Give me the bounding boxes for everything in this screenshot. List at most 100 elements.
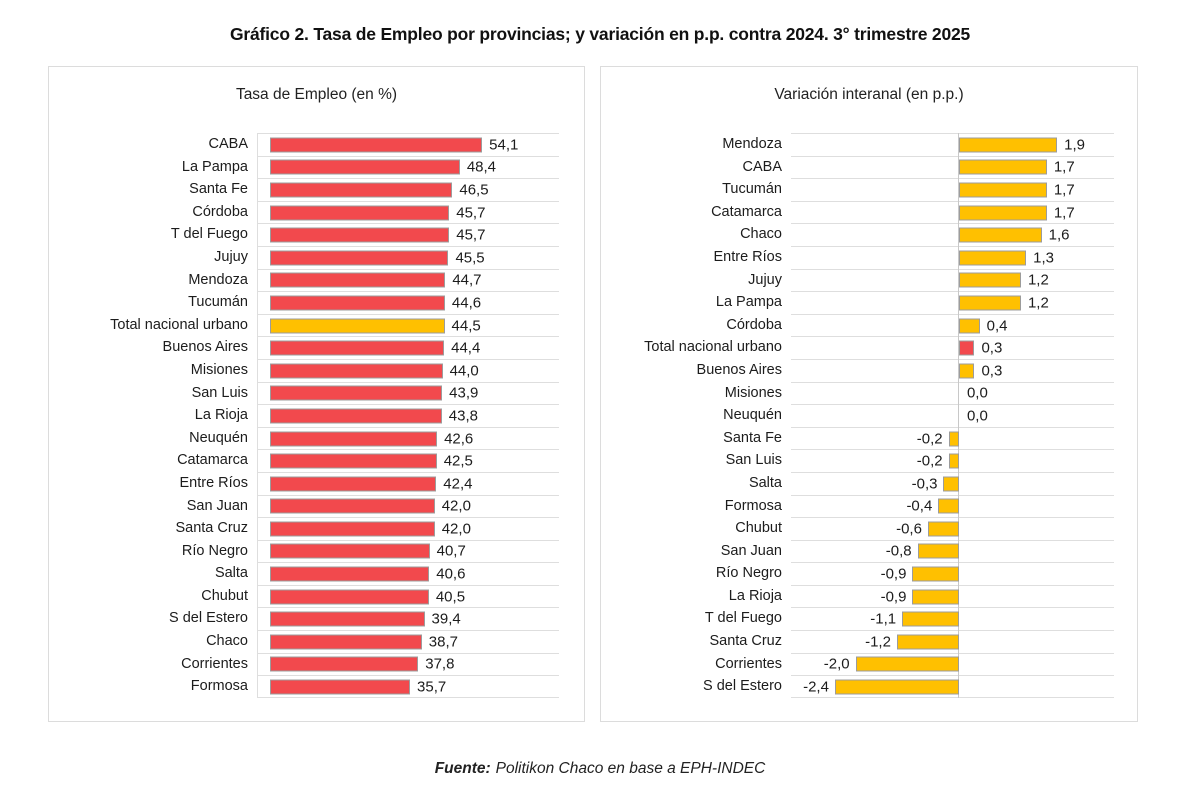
bar-positive: [958, 205, 1047, 221]
plot-cell: 42,0: [257, 517, 559, 540]
value-label: 43,9: [449, 384, 479, 402]
chart-row: Entre Ríos 42,4: [49, 471, 584, 495]
bar-positive: [958, 182, 1047, 198]
chart-row: Neuquén 0,0: [601, 404, 1137, 428]
value-label: 1,3: [1033, 249, 1054, 267]
bar-negative: [948, 431, 959, 447]
plot-cell: -0,6: [791, 517, 1114, 541]
plot-cell: -1,1: [791, 607, 1114, 632]
plot-cell: 45,5: [257, 245, 559, 269]
plot-cell: 0,0: [791, 381, 1114, 406]
chart-row: Mendoza 1,9: [601, 133, 1137, 157]
bar-positive: [270, 159, 460, 175]
value-label: 40,5: [435, 588, 466, 606]
bar-positive: [270, 679, 411, 695]
plot-cell: -0,4: [791, 494, 1114, 519]
category-label: La Pampa: [181, 158, 248, 175]
zero-axis-line: [958, 517, 960, 541]
bar-positive: [270, 250, 449, 266]
category-label: Neuquén: [723, 407, 782, 424]
category-label: Formosa: [724, 497, 782, 514]
chart-row: La Rioja -0,9: [601, 584, 1137, 609]
value-label: 42,0: [441, 497, 471, 515]
plot-cell: 44,4: [257, 336, 559, 359]
plot-cell: 45,7: [257, 223, 559, 246]
plot-cell: 1,2: [791, 268, 1114, 293]
plot-cell: 44,7: [257, 268, 559, 292]
category-label: Formosa: [190, 678, 248, 695]
category-label: S del Estero: [703, 678, 782, 695]
category-label: San Luis: [725, 452, 782, 469]
zero-axis-line: [958, 630, 960, 654]
chart-row: S del Estero -2,4: [601, 675, 1137, 698]
chart-row: T del Fuego -1,1: [601, 607, 1137, 632]
bar-negative: [912, 566, 959, 582]
plot-cell: 38,7: [257, 630, 559, 653]
value-label: 54,1: [489, 136, 519, 154]
value-label: 1,9: [1064, 136, 1085, 154]
bar-positive: [958, 227, 1042, 243]
employment-rate-chart: CABA 54,1 La Pampa 48,4 Santa Fe 46,5 Córdoba 4…: [49, 133, 584, 698]
bar-positive: [270, 137, 483, 153]
category-label: Total nacional urbano: [644, 339, 782, 356]
chart-row: Misiones 44,0: [49, 358, 584, 382]
value-label: 35,7: [417, 678, 447, 696]
value-label: -2,0: [823, 655, 850, 673]
bar-positive: [270, 611, 425, 627]
bar-positive: [270, 521, 435, 537]
bar-positive: [270, 318, 445, 334]
chart-row: CABA 54,1: [49, 133, 584, 156]
value-label: 38,7: [428, 633, 458, 651]
category-label: Misiones: [724, 384, 782, 401]
plot-cell: 44,5: [257, 313, 559, 337]
plot-cell: 46,5: [257, 178, 559, 201]
category-label: Río Negro: [715, 565, 782, 582]
zero-axis-line: [958, 652, 960, 677]
plot-cell: 1,3: [791, 245, 1114, 270]
bar-negative: [902, 611, 959, 627]
bar-positive: [270, 656, 419, 672]
bar-positive: [958, 137, 1058, 153]
value-label: 40,6: [436, 565, 466, 583]
chart-row: Salta -0,3: [601, 471, 1137, 496]
bar-positive: [270, 498, 435, 514]
plot-cell: 1,7: [791, 178, 1114, 202]
plot-cell: 45,7: [257, 200, 559, 224]
chart-row: Total nacional urbano 0,3: [601, 336, 1137, 360]
bar-negative: [896, 634, 959, 650]
chart-row: Chubut -0,6: [601, 517, 1137, 541]
bar-positive: [270, 385, 443, 401]
plot-cell: 54,1: [257, 133, 559, 156]
value-label: 43,8: [448, 407, 478, 425]
bar-negative: [917, 543, 959, 559]
chart-row: Buenos Aires 0,3: [601, 358, 1137, 383]
chart-row: Santa Cruz -1,2: [601, 630, 1137, 654]
bar-positive: [270, 589, 429, 605]
plot-cell: -0,2: [791, 426, 1114, 451]
plot-cell: 1,6: [791, 223, 1114, 247]
yoy-variation-chart-title: Variación interanal (en p.p.): [774, 86, 964, 103]
plot-cell: 44,0: [257, 358, 559, 382]
value-label: -0,9: [880, 565, 907, 583]
value-label: 42,6: [444, 430, 474, 448]
value-label: 48,4: [466, 158, 497, 176]
plot-cell: 42,5: [257, 449, 559, 472]
chart-row: San Luis 43,9: [49, 381, 584, 405]
zero-axis-line: [958, 404, 960, 428]
plot-cell: -0,3: [791, 471, 1114, 496]
bar-negative: [912, 589, 959, 605]
plot-cell: 0,3: [791, 336, 1114, 360]
value-label: 1,2: [1027, 294, 1049, 312]
plot-cell: 1,2: [791, 291, 1114, 315]
zero-axis-line: [958, 381, 960, 406]
bar-positive: [270, 453, 437, 469]
zero-axis-line: [958, 494, 960, 519]
value-label: -0,8: [885, 542, 912, 560]
category-label: Chubut: [735, 520, 782, 537]
category-label: Río Negro: [181, 542, 248, 559]
plot-cell: 48,4: [257, 155, 559, 179]
chart-row: Mendoza 44,7: [49, 268, 584, 292]
category-label: Mendoza: [188, 271, 248, 288]
category-label: Entre Ríos: [179, 474, 249, 491]
bar-positive: [270, 227, 450, 243]
